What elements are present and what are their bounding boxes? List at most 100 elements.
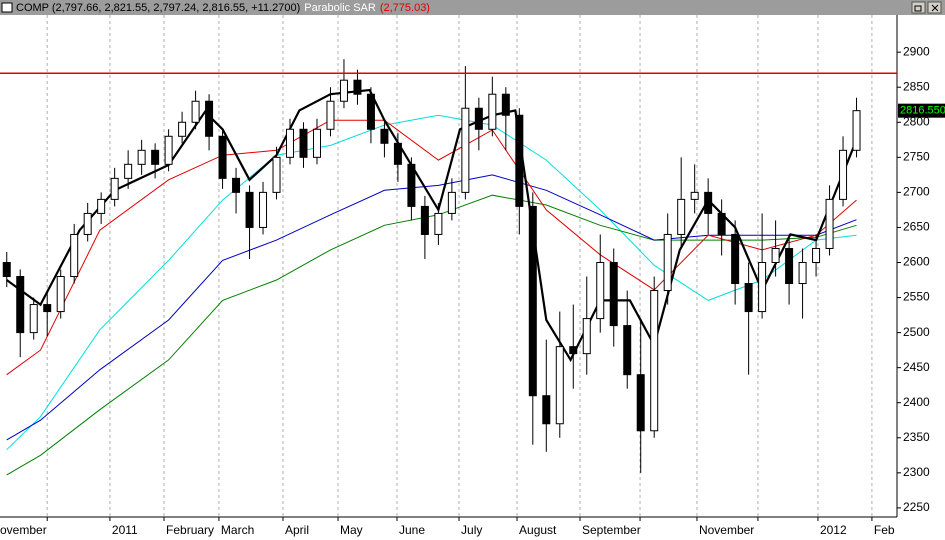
y-tick-label: 2300: [903, 465, 930, 479]
last-price-tag: [898, 103, 945, 118]
candle-body: [758, 261, 767, 313]
candle-body: [434, 212, 443, 235]
y-tick-label: 2600: [903, 255, 930, 269]
candle-body: [205, 100, 214, 137]
moving-average: [6, 114, 857, 451]
candle-body: [744, 283, 753, 313]
y-tick-label: 2800: [903, 114, 930, 128]
candle-body: [771, 247, 780, 263]
restore-button[interactable]: [911, 1, 926, 14]
candle-body: [609, 261, 618, 327]
candle-body: [164, 135, 173, 165]
candle-body: [380, 128, 389, 144]
candle-body: [137, 149, 146, 165]
candle-body: [83, 212, 92, 235]
candle-body: [232, 177, 241, 193]
candle-body: [474, 107, 483, 130]
candle-body: [542, 395, 551, 425]
x-tick-label: March: [221, 523, 254, 537]
candle-body: [29, 304, 38, 334]
candle-body: [461, 107, 470, 193]
x-tick-label: May: [340, 523, 363, 537]
x-tick-label: April: [285, 523, 309, 537]
y-tick-label: 2500: [903, 325, 930, 339]
candle-body: [70, 233, 79, 278]
candle-body: [555, 346, 564, 425]
window-icon: [1, 2, 13, 13]
candle-body: [124, 163, 133, 179]
x-tick-label: November: [699, 523, 754, 537]
y-tick-label: 2900: [903, 44, 930, 58]
candle-body: [812, 247, 821, 263]
candle-body: [528, 205, 537, 397]
y-tick-label: 2450: [903, 360, 930, 374]
candle-body: [353, 79, 362, 95]
candle-body: [245, 191, 254, 228]
candle-body: [420, 205, 429, 235]
candle-body: [717, 212, 726, 235]
candle-body: [218, 135, 227, 179]
candle-body: [501, 93, 510, 116]
candle-body: [825, 198, 834, 249]
x-tick-label: February: [166, 523, 214, 537]
candle-body: [569, 346, 578, 355]
candle-body: [839, 149, 848, 200]
y-tick-label: 2250: [903, 500, 930, 514]
candle-body: [623, 325, 632, 376]
candle-body: [97, 198, 106, 214]
y-tick-label: 2400: [903, 395, 930, 409]
x-tick-label: June: [399, 523, 425, 537]
y-tick-label: 2850: [903, 79, 930, 93]
candle-body: [636, 374, 645, 432]
y-tick-label: 2550: [903, 290, 930, 304]
candle-body: [56, 276, 65, 313]
moving-average: [6, 88, 858, 363]
y-tick-label: 2750: [903, 149, 930, 163]
title-bar: [0, 0, 945, 15]
candle-body: [704, 191, 713, 214]
candle-body: [16, 276, 25, 334]
indicator-name: Parabolic SAR: [304, 2, 376, 14]
candle-body: [407, 163, 416, 207]
candle-body: [326, 100, 335, 130]
x-tick-label: ovember: [0, 523, 47, 537]
candle-body: [798, 261, 807, 285]
candle-body: [785, 247, 794, 285]
y-tick-label: 2350: [903, 430, 930, 444]
moving-average: [6, 174, 857, 441]
x-tick-label: September: [582, 523, 641, 537]
candle-body: [110, 177, 119, 200]
candle-body: [151, 149, 160, 165]
candle-body: [2, 261, 11, 278]
candle-body: [312, 128, 321, 158]
indicator-value: (2,775.03): [380, 2, 430, 14]
candle-body: [299, 128, 308, 158]
y-tick-label: 2700: [903, 185, 930, 199]
candle-body: [582, 318, 591, 355]
candle-body: [515, 114, 524, 207]
candle-body: [178, 121, 187, 137]
candle-body: [596, 261, 605, 320]
restore-icon: [914, 5, 922, 12]
candle-body: [339, 79, 348, 102]
candle-body: [663, 233, 672, 292]
x-tick-label: 2011: [112, 523, 138, 537]
candle-body: [366, 93, 375, 130]
candle-body: [677, 198, 686, 235]
x-tick-label: July: [461, 523, 482, 537]
candle-body: [690, 191, 699, 200]
candle-body: [393, 142, 402, 165]
candle-body: [650, 290, 659, 432]
candle-body: [286, 128, 295, 158]
candle-body: [272, 156, 281, 193]
candle-body: [259, 191, 268, 228]
x-tick-label: August: [519, 523, 557, 537]
close-icon: [931, 4, 939, 12]
candle-body: [43, 304, 52, 313]
moving-average: [6, 119, 857, 376]
symbol-label: COMP (2,797.66, 2,821.55, 2,797.24, 2,81…: [16, 2, 300, 14]
y-tick-label: 2650: [903, 220, 930, 234]
candle-body: [852, 110, 861, 151]
candle-body: [191, 100, 200, 123]
